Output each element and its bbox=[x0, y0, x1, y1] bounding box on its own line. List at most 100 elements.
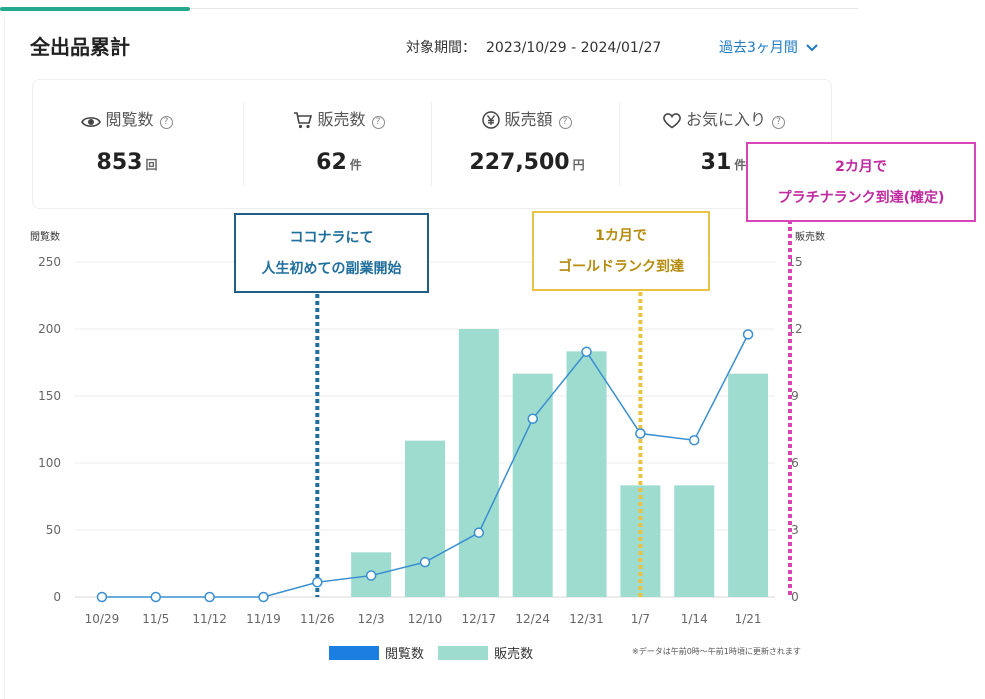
bar-sales bbox=[674, 485, 715, 597]
callout-line: ゴールドランク到達 bbox=[558, 259, 684, 275]
help-icon[interactable]: ? bbox=[159, 116, 173, 129]
heart-icon bbox=[662, 112, 682, 133]
y-axis-title-right: 販売数 bbox=[795, 230, 825, 243]
point-views bbox=[419, 556, 431, 568]
chevron-down-icon bbox=[806, 44, 819, 52]
bar-sales bbox=[512, 373, 553, 597]
x-tick-label: 1/21 bbox=[735, 612, 762, 626]
y-tick-label-right: 0 bbox=[791, 590, 799, 604]
stat-sales-amount: 販売額? 227,500 円 bbox=[433, 80, 621, 208]
callout-start: ココナラにて 人生初めての副業開始 bbox=[234, 213, 429, 293]
callout-line: 1カ月で bbox=[595, 228, 647, 244]
legend-label: 販売数 bbox=[494, 647, 534, 662]
summary-panel: 閲覧数? 853 回 販売数? 62 件 販売額? 227,500 円 お気に入り? … bbox=[32, 79, 832, 209]
point-views bbox=[204, 591, 215, 603]
x-tick-label: 12/24 bbox=[515, 612, 550, 626]
period-label: 対象期間： bbox=[406, 40, 476, 56]
y-tick-label-right: 6 bbox=[791, 456, 799, 470]
stat-label: お気に入り bbox=[685, 110, 766, 129]
y-tick-label-right: 3 bbox=[791, 523, 799, 537]
stat-unit: 回 bbox=[145, 158, 158, 172]
help-icon[interactable]: ? bbox=[558, 116, 572, 129]
point-views bbox=[742, 329, 754, 340]
bar-sales bbox=[405, 440, 445, 597]
legend-swatch-sales bbox=[438, 646, 489, 660]
cart-icon bbox=[293, 111, 313, 133]
update-note: ※データは午前0時〜午前1時頃に更新されます bbox=[632, 647, 801, 656]
callout-platinum-rank: 2カ月で プラチナランク到達(確定) bbox=[746, 142, 976, 222]
divider bbox=[243, 102, 244, 186]
point-views bbox=[688, 434, 700, 446]
y-tick-label-left: 100 bbox=[38, 456, 61, 470]
x-tick-label: 12/17 bbox=[462, 612, 497, 626]
x-tick-label: 12/3 bbox=[358, 612, 385, 626]
legend-label: 閲覧数 bbox=[385, 647, 425, 662]
stat-views: 閲覧数? 853 回 bbox=[33, 80, 221, 208]
x-tick-label: 11/5 bbox=[142, 612, 169, 626]
stat-unit: 件 bbox=[734, 158, 747, 172]
stat-sales-count: 販売数? 62 件 bbox=[245, 80, 433, 208]
bar-sales bbox=[458, 329, 499, 597]
x-tick-label: 1/7 bbox=[631, 612, 650, 626]
stat-value: 227,500 bbox=[469, 150, 570, 175]
callout-line: ココナラにて bbox=[289, 230, 374, 246]
x-tick-label: 11/26 bbox=[300, 612, 335, 626]
bar-sales bbox=[566, 351, 607, 597]
callout-line: 2カ月で bbox=[835, 159, 887, 175]
y-tick-label-left: 250 bbox=[38, 255, 61, 269]
stat-unit: 円 bbox=[572, 158, 585, 172]
y-axis-title-left: 閲覧数 bbox=[30, 230, 60, 243]
divider bbox=[431, 102, 432, 186]
stat-label: 販売数 bbox=[317, 110, 366, 129]
point-views bbox=[473, 527, 485, 538]
y-tick-label-right: 9 bbox=[791, 389, 799, 403]
chart-legend: 閲覧数 販売数 bbox=[329, 643, 543, 662]
divider bbox=[619, 102, 620, 186]
point-views bbox=[581, 346, 592, 358]
x-tick-label: 11/12 bbox=[192, 612, 227, 626]
callout-line: プラチナランク到達(確定) bbox=[777, 190, 945, 206]
period-info: 対象期間： 2023/10/29 - 2024/01/27 bbox=[406, 37, 661, 57]
x-tick-label: 12/31 bbox=[569, 612, 604, 626]
stat-value: 31 bbox=[700, 150, 732, 175]
y-tick-label-left: 200 bbox=[38, 322, 61, 336]
y-tick-label-left: 0 bbox=[53, 590, 61, 604]
range-dropdown-label: 過去3ヶ月間 bbox=[719, 40, 798, 56]
callout-line: 人生初めての副業開始 bbox=[261, 261, 402, 277]
point-views bbox=[365, 570, 377, 581]
active-tab-indicator bbox=[0, 7, 190, 11]
legend-item-sales[interactable]: 販売数 bbox=[438, 643, 533, 662]
x-tick-label: 10/29 bbox=[85, 612, 120, 626]
stat-label: 閲覧数 bbox=[105, 110, 154, 129]
left-border bbox=[4, 18, 5, 699]
stat-value: 853 bbox=[96, 150, 143, 175]
x-tick-label: 11/19 bbox=[246, 612, 281, 626]
period-value: 2023/10/29 - 2024/01/27 bbox=[486, 40, 662, 56]
top-divider bbox=[0, 8, 858, 9]
yen-icon bbox=[482, 111, 501, 133]
legend-item-views[interactable]: 閲覧数 bbox=[329, 643, 424, 662]
x-tick-label: 12/10 bbox=[408, 612, 443, 626]
point-views bbox=[258, 591, 269, 603]
help-icon[interactable]: ? bbox=[772, 116, 785, 129]
stat-unit: 件 bbox=[349, 158, 362, 172]
point-views bbox=[635, 428, 646, 439]
x-tick-label: 1/14 bbox=[681, 612, 708, 626]
stat-favorites: お気に入り? 31 件 bbox=[621, 80, 826, 208]
eye-icon bbox=[81, 114, 102, 133]
y-tick-label-left: 150 bbox=[38, 389, 61, 403]
point-views bbox=[312, 577, 323, 588]
help-icon[interactable]: ? bbox=[371, 116, 385, 129]
bar-sales bbox=[728, 373, 769, 597]
y-tick-label-left: 50 bbox=[46, 523, 61, 537]
point-views bbox=[527, 413, 538, 425]
callout-gold-rank: 1カ月で ゴールドランク到達 bbox=[532, 211, 710, 291]
stat-value: 62 bbox=[316, 150, 347, 175]
range-dropdown[interactable]: 過去3ヶ月間 bbox=[719, 37, 819, 57]
point-views bbox=[96, 591, 108, 603]
stat-label: 販売額 bbox=[504, 110, 553, 129]
page-title: 全出品累計 bbox=[30, 35, 130, 59]
point-views bbox=[150, 591, 162, 603]
legend-swatch-views bbox=[329, 646, 379, 660]
